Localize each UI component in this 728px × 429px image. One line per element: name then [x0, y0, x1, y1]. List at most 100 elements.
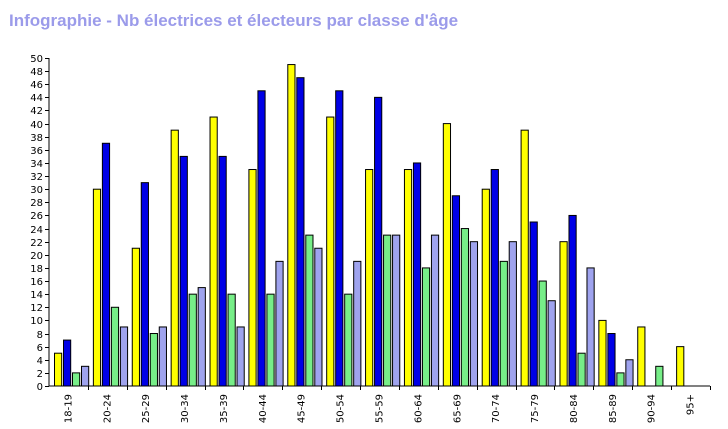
x-tick-label: 40-44	[258, 394, 269, 423]
chart-title: Infographie - Nb électrices et électeurs…	[9, 11, 459, 30]
y-tick-label: 20	[30, 251, 43, 262]
bar	[188, 293, 197, 387]
bar	[101, 142, 111, 387]
bar	[353, 260, 362, 387]
bar	[374, 96, 383, 387]
y-tick-label: 48	[30, 67, 43, 78]
y-tick-label: 30	[30, 185, 43, 196]
y-tick-label: 18	[30, 264, 43, 275]
bar	[54, 352, 63, 387]
bar	[568, 214, 577, 387]
bar	[490, 169, 499, 387]
bar	[110, 306, 120, 387]
bar	[451, 195, 461, 387]
y-tick-label: 50	[30, 54, 43, 65]
x-tick-label: 50-54	[336, 394, 347, 423]
bar	[335, 90, 344, 387]
bar	[72, 372, 81, 387]
y-tick-label: 10	[30, 316, 43, 327]
bar	[305, 234, 314, 387]
y-tick-label: 32	[30, 172, 43, 183]
bar	[508, 241, 517, 387]
y-tick-label: 6	[37, 343, 43, 354]
y-tick-label: 46	[30, 80, 43, 91]
bar	[209, 116, 218, 387]
bar	[266, 293, 275, 387]
x-tick-label: 85-89	[608, 394, 619, 423]
bar	[442, 123, 452, 387]
bar	[275, 260, 284, 387]
bar	[637, 326, 646, 387]
bar	[481, 188, 490, 387]
y-tick-label: 34	[30, 159, 43, 170]
bar	[655, 365, 664, 387]
bar	[248, 169, 257, 387]
bars	[54, 64, 685, 387]
x-tick-label: 55-59	[375, 394, 386, 423]
x-tick-label: 20-24	[102, 394, 113, 423]
bar	[296, 77, 305, 387]
y-tick-label: 38	[30, 133, 43, 144]
x-tick-label: 65-69	[452, 394, 463, 423]
y-tick-label: 26	[30, 211, 43, 222]
bar	[559, 241, 568, 387]
bar	[547, 300, 556, 387]
bar	[63, 339, 72, 387]
bar	[140, 182, 149, 387]
x-tick-label: 70-74	[491, 394, 502, 423]
bar	[538, 280, 547, 387]
bar	[616, 372, 625, 387]
y-tick-label: 24	[30, 225, 43, 236]
bar	[421, 267, 431, 387]
x-tick-label: 80-84	[569, 394, 580, 423]
x-tick-label: 35-39	[219, 394, 230, 423]
bar	[577, 352, 586, 387]
y-tick-label: 40	[30, 120, 43, 131]
bar	[586, 267, 595, 387]
x-tick-label: 75-79	[530, 394, 541, 423]
y-axis: 0246810121416182022242628303234363840424…	[30, 54, 50, 393]
y-tick-label: 16	[30, 277, 43, 288]
y-tick-label: 42	[30, 106, 43, 117]
bar	[197, 287, 206, 387]
y-tick-label: 36	[30, 146, 43, 157]
bar	[529, 221, 538, 387]
bar	[403, 169, 413, 387]
bar	[287, 64, 296, 387]
y-tick-label: 44	[30, 93, 43, 104]
y-tick-label: 22	[30, 238, 43, 249]
y-tick-label: 2	[37, 369, 43, 380]
x-tick-label: 30-34	[180, 394, 191, 423]
x-tick-label: 95+	[686, 394, 697, 415]
bar	[326, 116, 335, 387]
bar	[430, 234, 440, 387]
bar	[607, 333, 616, 387]
bar	[158, 326, 167, 387]
bar	[365, 169, 374, 387]
y-tick-label: 8	[37, 330, 43, 341]
bar	[149, 333, 158, 387]
bar	[676, 346, 685, 387]
x-tick-label: 18-19	[63, 394, 74, 423]
x-tick-label: 90-94	[647, 394, 658, 423]
bar	[81, 365, 90, 387]
bar	[598, 319, 607, 387]
y-tick-label: 12	[30, 303, 43, 314]
bar	[392, 234, 401, 387]
bar	[179, 155, 188, 387]
y-tick-label: 4	[37, 356, 43, 367]
bar	[383, 234, 392, 387]
bar	[92, 188, 102, 387]
y-tick-label: 0	[37, 382, 43, 393]
x-tick-label: 45-49	[297, 394, 308, 423]
bar	[236, 326, 245, 387]
bar	[520, 129, 529, 387]
bar	[170, 129, 179, 387]
bar	[218, 155, 227, 387]
bar	[625, 359, 634, 387]
x-axis: 18-19 20-24 25-29 30-34 35-39 40-44 45-49 50-54…	[49, 385, 711, 423]
bar	[119, 326, 129, 387]
x-tick-label: 60-64	[413, 394, 424, 423]
bar	[344, 293, 353, 387]
